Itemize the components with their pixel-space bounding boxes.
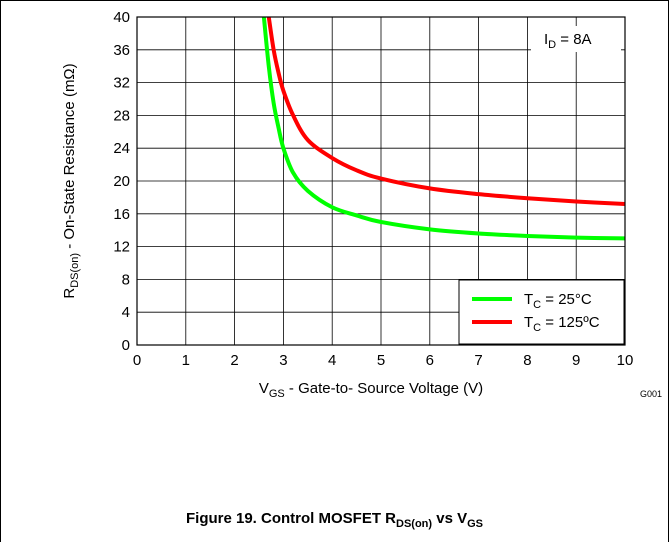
figure-code: G001 [640, 389, 662, 399]
y-tick-label-0: 0 [122, 337, 130, 354]
x-tick-label-0: 0 [133, 352, 141, 369]
plot-area-frame [136, 16, 626, 346]
legend-label-0: TC = 25°C [524, 291, 592, 311]
y-tick-label-10: 40 [113, 9, 130, 26]
y-tick-label-2: 8 [122, 271, 130, 288]
x-tick-label-9: 9 [572, 352, 580, 369]
page-border-top [0, 0, 669, 1]
id-annotation-box: ID = 8A [531, 26, 621, 52]
x-tick-label-10: 10 [617, 352, 634, 369]
y-tick-labels: 0 4 8 12 16 20 24 28 32 36 40 [113, 9, 130, 354]
x-tick-label-8: 8 [523, 352, 531, 369]
y-tick-label-6: 24 [113, 140, 130, 157]
x-tick-labels: 0 1 2 3 4 5 6 7 8 9 10 [133, 352, 634, 369]
x-tick-label-2: 2 [230, 352, 238, 369]
y-axis-label: RDS(on) - On-State Resistance (mΩ) [61, 63, 81, 298]
figure-caption: Figure 19. Control MOSFET RDS(on) vs VGS [186, 510, 483, 530]
x-axis-label: VGS - Gate-to- Source Voltage (V) [259, 380, 483, 400]
y-tick-label-4: 16 [113, 206, 130, 223]
x-tick-label-6: 6 [426, 352, 434, 369]
x-tick-label-5: 5 [377, 352, 385, 369]
series-lines [261, 16, 626, 241]
legend-label-1: TC = 125ºC [524, 314, 600, 334]
y-tick-label-9: 36 [113, 42, 130, 59]
x-tick-label-1: 1 [182, 352, 190, 369]
page-border-left [0, 0, 1, 542]
y-tick-label-7: 28 [113, 107, 130, 124]
legend: TC = 25°C TC = 125ºC [458, 279, 625, 345]
x-tick-label-3: 3 [279, 352, 287, 369]
series-line-1 [266, 16, 626, 206]
x-tick-label-7: 7 [474, 352, 482, 369]
series-line-0 [261, 16, 626, 241]
x-tick-label-4: 4 [328, 352, 336, 369]
y-tick-label-5: 20 [113, 173, 130, 190]
y-tick-label-1: 4 [122, 304, 130, 321]
y-tick-label-8: 32 [113, 75, 130, 92]
id-annotation: ID = 8A [544, 31, 592, 51]
y-tick-label-3: 12 [113, 239, 130, 256]
